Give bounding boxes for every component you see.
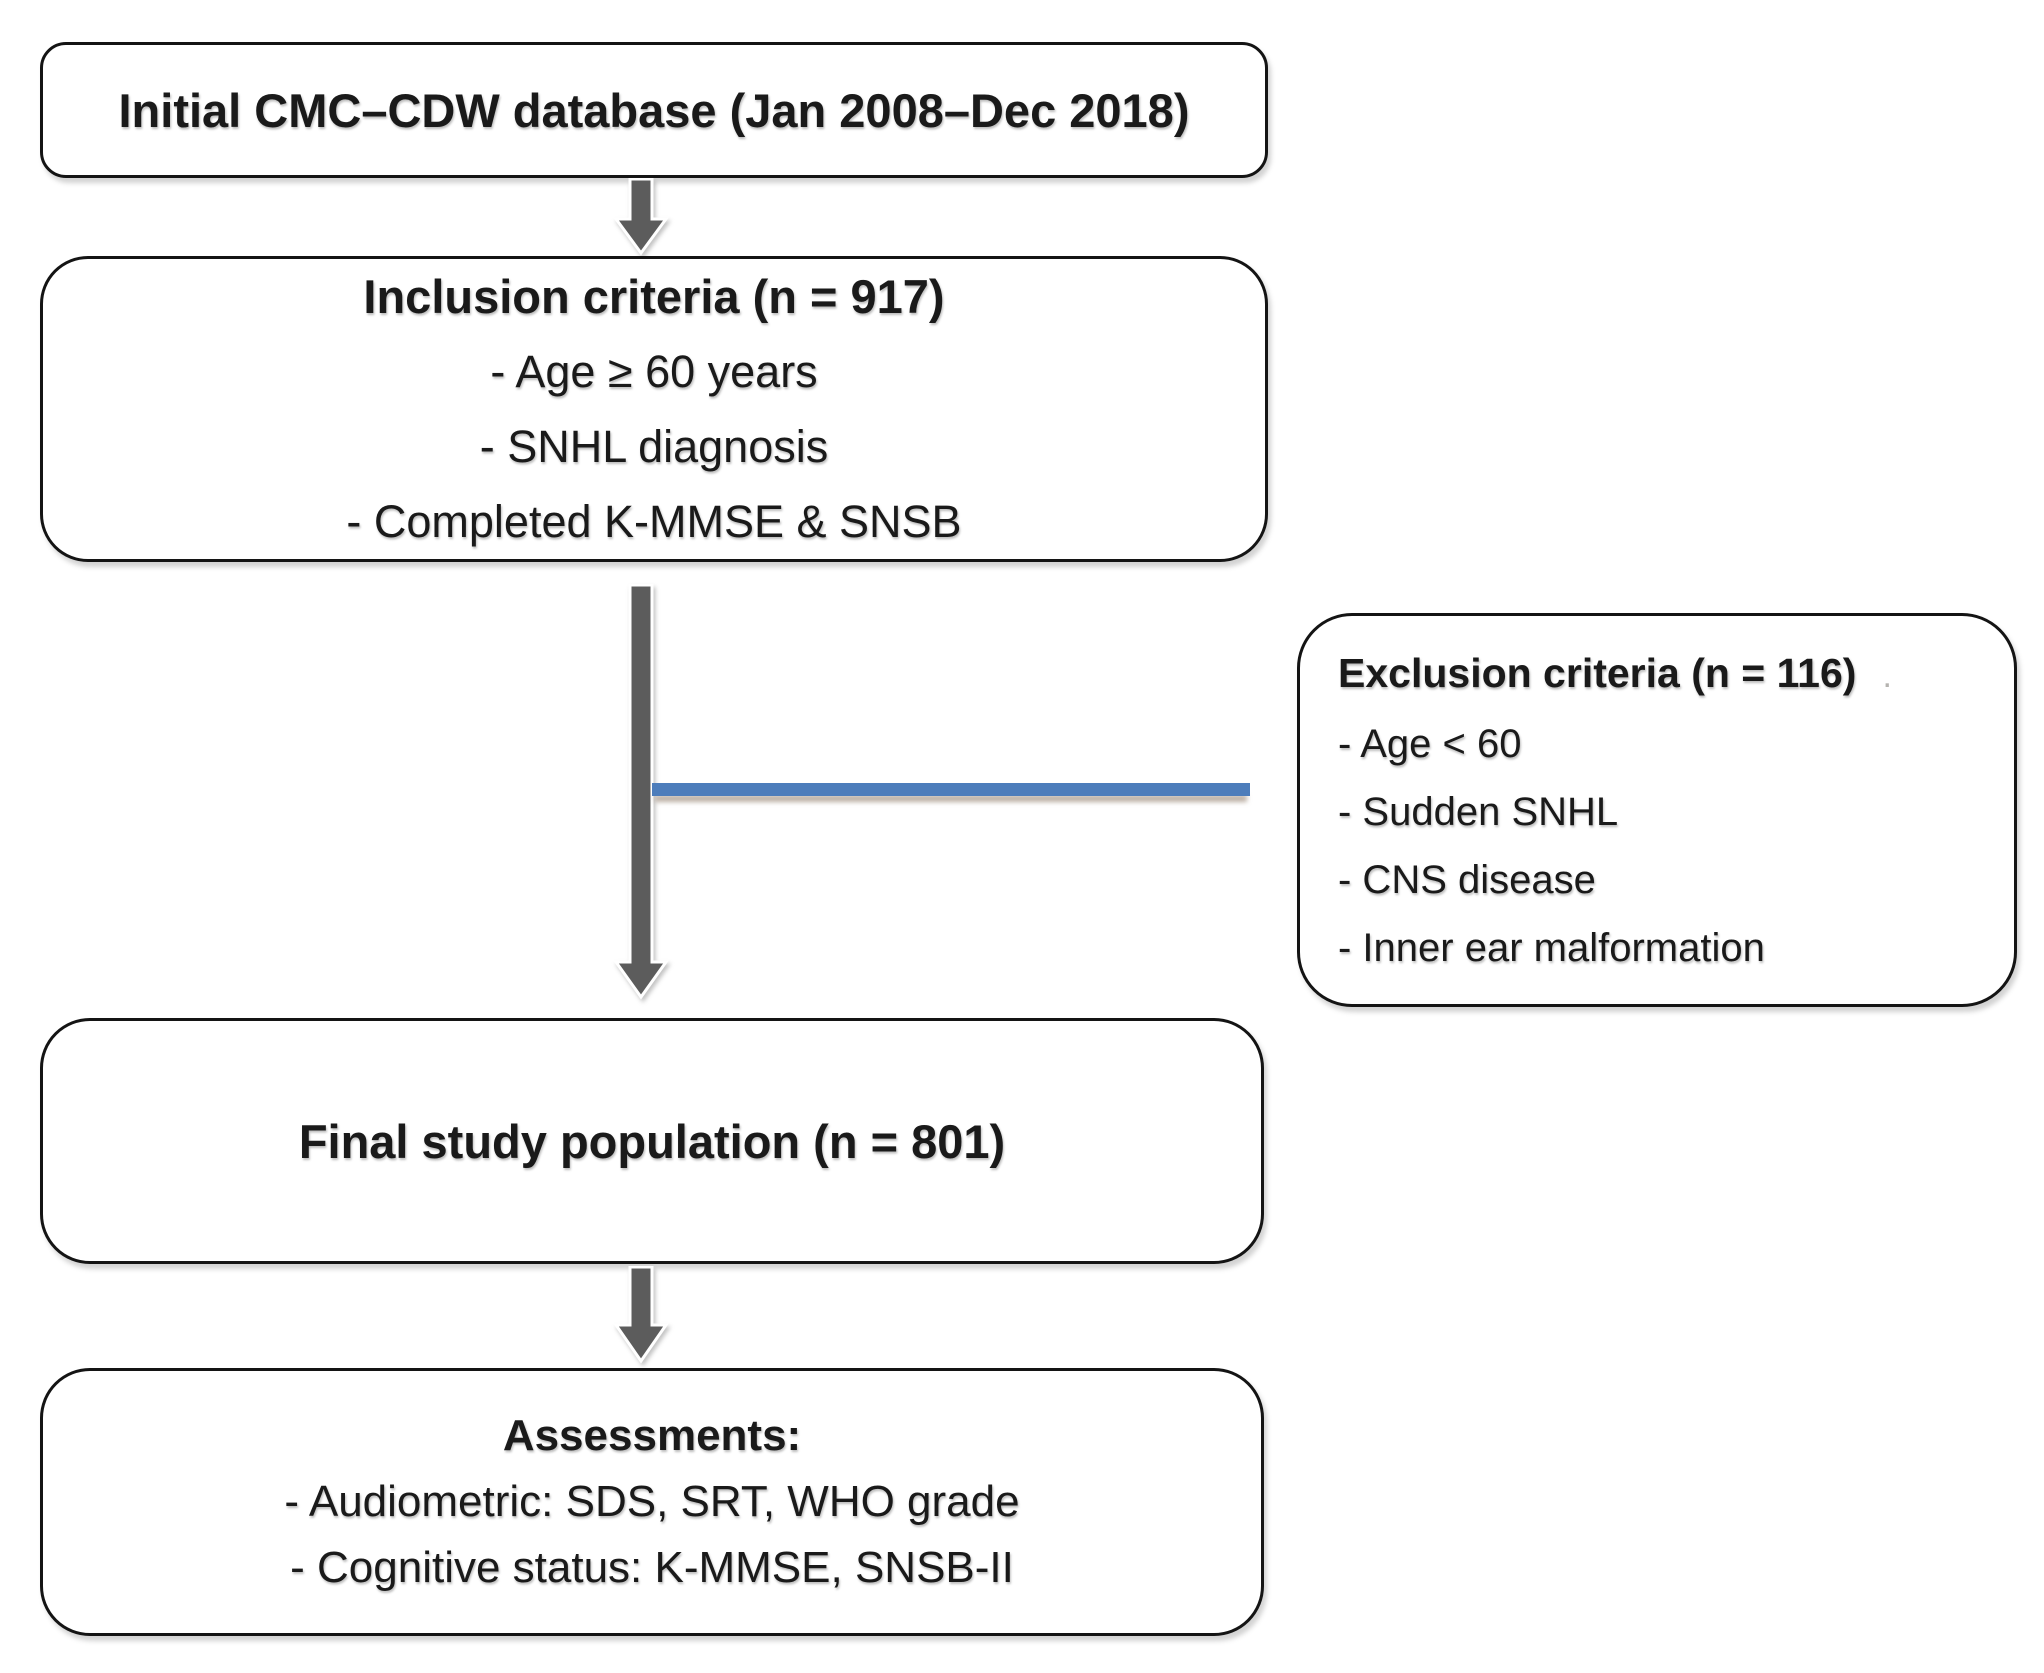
exclusion-criteria-box: Exclusion criteria (n = 116). - Age < 60… (1297, 613, 2017, 1007)
assessments-box: Assessments: - Audiometric: SDS, SRT, WH… (40, 1368, 1264, 1636)
down-arrow-icon (613, 178, 669, 256)
exclusion-criteria-title: Exclusion criteria (n = 116). (1338, 649, 1892, 696)
assessments-title: Assessments: (502, 1411, 802, 1460)
exclusion-connector-line (652, 783, 1250, 796)
inclusion-item: - Age ≥ 60 years (490, 346, 818, 397)
inclusion-item: - Completed K-MMSE & SNSB (346, 496, 962, 547)
inclusion-criteria-box: Inclusion criteria (n = 917) - Age ≥ 60 … (40, 256, 1268, 562)
initial-database-box: Initial CMC–CDW database (Jan 2008–Dec 2… (40, 42, 1268, 178)
down-arrow-icon (613, 584, 669, 1000)
initial-database-title: Initial CMC–CDW database (Jan 2008–Dec 2… (118, 83, 1190, 137)
inclusion-criteria-title: Inclusion criteria (n = 917) (363, 270, 945, 323)
exclusion-item: - Age < 60 (1338, 721, 1522, 766)
exclusion-item: - CNS disease (1338, 857, 1596, 902)
assessments-item: - Cognitive status: K-MMSE, SNSB-II (290, 1543, 1014, 1592)
assessments-item: - Audiometric: SDS, SRT, WHO grade (284, 1477, 1020, 1526)
final-population-box: Final study population (n = 801) (40, 1018, 1264, 1264)
faint-period-mark: . (1882, 656, 1892, 695)
inclusion-item: - SNHL diagnosis (479, 421, 829, 472)
exclusion-item: - Sudden SNHL (1338, 789, 1619, 834)
exclusion-item: - Inner ear malformation (1338, 925, 1765, 970)
down-arrow-icon (613, 1266, 669, 1364)
final-population-title: Final study population (n = 801) (298, 1114, 1006, 1168)
